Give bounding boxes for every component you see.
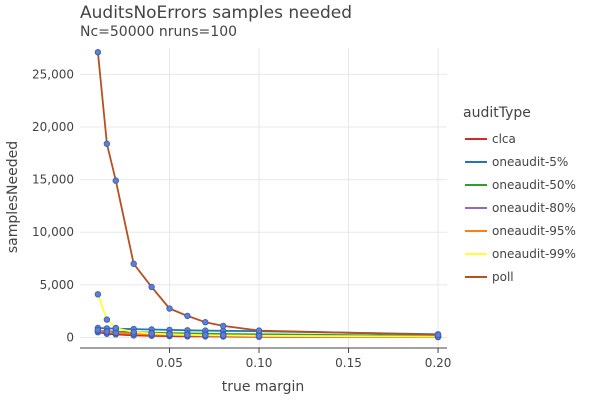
data-point-poll <box>103 140 111 147</box>
data-point-oneaudit-99% <box>94 291 102 298</box>
data-point-oneaudit-95% <box>103 328 111 335</box>
x-ticks: 0.05 0.10 0.15 0.20 <box>156 348 451 370</box>
data-point-oneaudit-99% <box>148 330 155 337</box>
legend-label-poll: poll <box>492 270 514 284</box>
data-point-poll <box>112 177 120 184</box>
legend-label-oneaudit-80%: oneaudit-80% <box>492 201 576 215</box>
data-point-poll <box>255 327 263 334</box>
data-point-poll <box>202 319 209 326</box>
data-point-oneaudit-99% <box>184 331 191 339</box>
legend-label-oneaudit-50%: oneaudit-50% <box>492 178 576 192</box>
data-point-poll <box>434 331 442 339</box>
data-point-oneaudit-99% <box>130 329 137 336</box>
series-lines <box>97 52 439 339</box>
legend-label-oneaudit-95%: oneaudit-95% <box>492 224 576 238</box>
x-axis-title: true margin <box>222 379 305 395</box>
y-tick-label: 15,000 <box>32 173 74 187</box>
legend-label-clca: clca <box>492 132 516 146</box>
legend-title: auditType <box>463 105 531 121</box>
y-axis-title: samplesNeeded <box>5 141 21 253</box>
data-point-oneaudit-99% <box>103 316 111 323</box>
grid <box>80 48 447 348</box>
legend-label-oneaudit-5%: oneaudit-5% <box>492 155 568 169</box>
legend: clca oneaudit-5% oneaudit-50% oneaudit-80% o… <box>465 132 576 284</box>
y-tick-label: 5,000 <box>40 278 74 292</box>
legend-label-oneaudit-99%: oneaudit-99% <box>492 247 576 261</box>
x-tick-label: 0.05 <box>156 356 183 370</box>
data-point-poll <box>130 260 137 267</box>
series-line-poll <box>97 52 439 336</box>
y-tick-label: 0 <box>66 330 74 344</box>
chart-subtitle: Nc=50000 nruns=100 <box>80 24 237 40</box>
data-point-oneaudit-99% <box>220 332 227 339</box>
chart-title: AuditsNoErrors samples needed <box>80 3 352 23</box>
x-tick-label: 0.10 <box>246 356 273 370</box>
y-tick-label: 25,000 <box>32 67 74 81</box>
data-point-oneaudit-99% <box>202 331 209 339</box>
data-point-oneaudit-95% <box>94 326 102 334</box>
y-tick-label: 10,000 <box>32 225 74 239</box>
data-point-oneaudit-99% <box>112 324 120 332</box>
data-point-poll <box>220 322 227 330</box>
data-point-poll <box>166 305 173 312</box>
y-tick-label: 20,000 <box>32 120 74 134</box>
data-point-oneaudit-99% <box>166 331 173 338</box>
x-tick-label: 0.20 <box>425 356 452 370</box>
data-point-poll <box>94 49 102 56</box>
data-points <box>94 49 442 341</box>
y-ticks: 0 5,000 10,000 15,000 20,000 25,000 <box>32 67 74 344</box>
data-point-poll <box>148 283 155 291</box>
x-tick-label: 0.15 <box>335 356 362 370</box>
data-point-poll <box>184 312 191 320</box>
